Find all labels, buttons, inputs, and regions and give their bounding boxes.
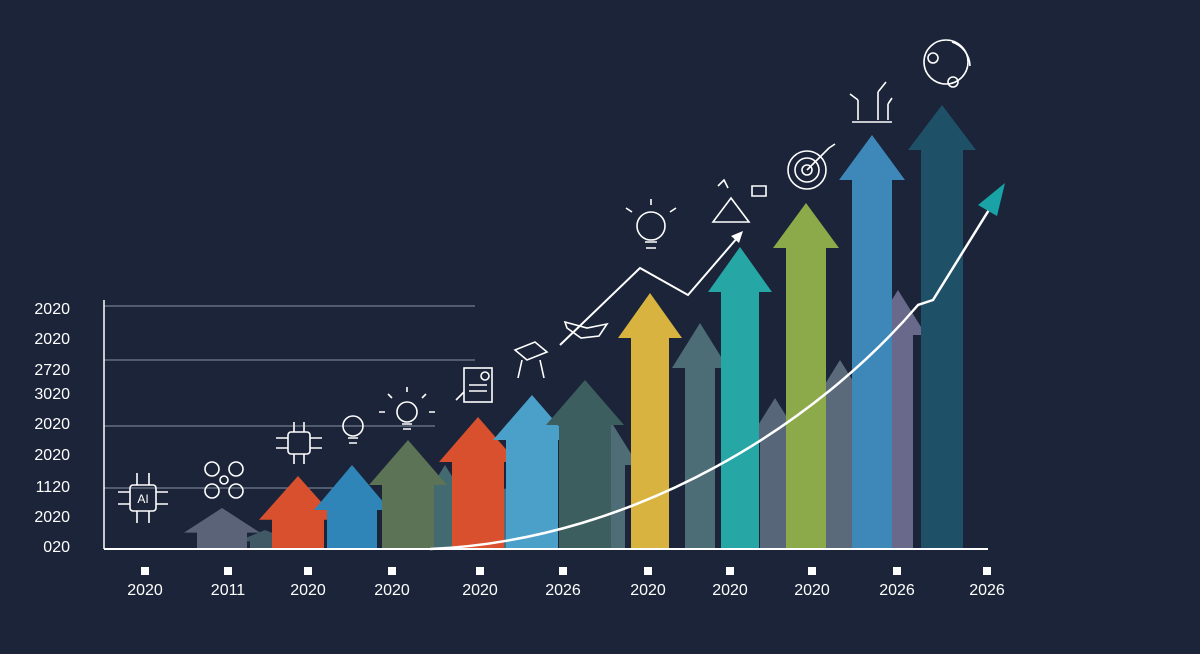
front-arrows: [184, 105, 976, 549]
trend-curve: [429, 204, 994, 551]
x-axis-label: 2020: [712, 582, 748, 599]
x-axis-label: 2026: [879, 582, 915, 599]
arrow: [672, 323, 728, 549]
x-marker: [388, 567, 396, 575]
x-axis-label: 2020: [374, 582, 410, 599]
x-axis-label: 2020: [290, 582, 326, 599]
x-axis-label: 2011: [211, 582, 246, 599]
zigzag-head: [731, 231, 743, 243]
y-axis-label: 2020: [34, 301, 70, 318]
arrow: [439, 417, 517, 549]
x-axis-label: 2020: [630, 582, 666, 599]
x-marker: [644, 567, 652, 575]
axis-labels: 2020 2020 2720 3020 2020 2020 1120 2020 020 2020 2…: [34, 301, 1004, 599]
x-marker: [726, 567, 734, 575]
zigzag-line: [559, 236, 739, 346]
x-marker: [893, 567, 901, 575]
arrow: [546, 380, 624, 549]
y-axis-label: 2020: [34, 509, 70, 526]
arrow: [184, 508, 260, 549]
arrow: [618, 293, 682, 549]
arrow: [259, 476, 337, 549]
x-axis-label: 2020: [794, 582, 830, 599]
y-axis-label: 2020: [34, 416, 70, 433]
y-axis-label: 2020: [34, 331, 70, 348]
arrow: [708, 247, 772, 549]
x-axis-label: 2020: [127, 582, 163, 599]
x-axis-label: 2026: [545, 582, 581, 599]
x-marker: [224, 567, 232, 575]
y-axis-label: 3020: [34, 386, 70, 403]
arrow: [493, 395, 571, 549]
icon-text: AI: [137, 492, 148, 506]
x-axis-label: 2020: [462, 582, 498, 599]
x-marker: [808, 567, 816, 575]
x-marker: [476, 567, 484, 575]
icons: [118, 39, 971, 523]
x-marker: [983, 567, 991, 575]
arrow: [369, 440, 447, 549]
arrow: [908, 105, 976, 549]
y-axis-label: 2720: [34, 362, 70, 379]
x-marker: [559, 567, 567, 575]
x-marker: [304, 567, 312, 575]
arrow: [314, 465, 390, 549]
trend-arrowhead: [978, 183, 1005, 216]
y-axis-label: 2020: [34, 447, 70, 464]
y-axis-label: 020: [43, 539, 70, 556]
arrow: [839, 135, 905, 549]
arrow: [773, 203, 839, 549]
x-axis-label: 2026: [969, 582, 1005, 599]
x-marker: [141, 567, 149, 575]
y-axis-label: 1120: [36, 479, 71, 496]
